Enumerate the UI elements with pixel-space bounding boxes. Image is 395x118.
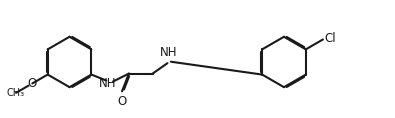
Text: Cl: Cl: [325, 32, 336, 45]
Text: NH: NH: [160, 46, 177, 59]
Text: CH₃: CH₃: [7, 88, 24, 98]
Text: O: O: [28, 77, 37, 90]
Text: O: O: [117, 95, 127, 108]
Text: NH: NH: [98, 77, 116, 90]
